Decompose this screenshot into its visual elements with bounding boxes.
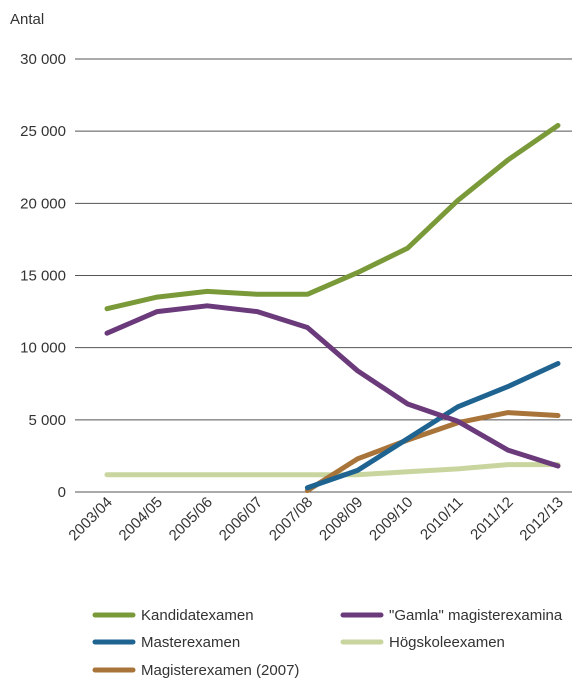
x-tick-label: 2012/13 (516, 494, 566, 544)
y-tick-label: 5 000 (28, 412, 66, 429)
y-tick-label: 10 000 (20, 340, 66, 357)
x-tick-label: 2003/04 (65, 494, 115, 544)
y-tick-label: 15 000 (20, 268, 66, 285)
series-line (104, 122, 561, 312)
y-tick-labels: 0 5 000 10 000 15 000 20 000 25 000 30 000 (20, 51, 66, 501)
grid-lines (75, 58, 572, 493)
legend-label: Högskoleexamen (389, 634, 505, 651)
y-tick-label: 25 000 (20, 123, 66, 140)
x-tick-label: 2006/07 (216, 494, 266, 544)
x-tick-label: 2004/05 (116, 494, 166, 544)
y-tick-label: 0 (58, 484, 66, 501)
legend-label: Kandidatexamen (141, 607, 254, 624)
series-line (304, 361, 561, 491)
legend-label: Masterexamen (141, 634, 240, 651)
x-tick-label: 2011/12 (467, 494, 517, 544)
x-tick-label: 2009/10 (366, 494, 416, 544)
series-lines (104, 122, 561, 494)
legend: Kandidatexamen "Gamla" magisterexamina Mas… (92, 607, 563, 679)
x-tick-labels: 2003/04 2004/05 2005/06 2006/07 2007/08 2008/… (65, 494, 566, 544)
legend-label: Magisterexamen (2007) (141, 662, 299, 679)
series-line (104, 303, 561, 469)
x-tick-label: 2010/11 (417, 494, 467, 544)
y-tick-label: 20 000 (20, 195, 66, 212)
x-tick-label: 2008/09 (316, 494, 366, 544)
legend-label: "Gamla" magisterexamina (389, 607, 563, 624)
x-tick-label: 2005/06 (166, 494, 216, 544)
x-tick-label: 2007/08 (266, 494, 316, 544)
series-line (304, 410, 561, 494)
y-axis-label: Antal (10, 11, 44, 28)
y-tick-label: 30 000 (20, 51, 66, 68)
